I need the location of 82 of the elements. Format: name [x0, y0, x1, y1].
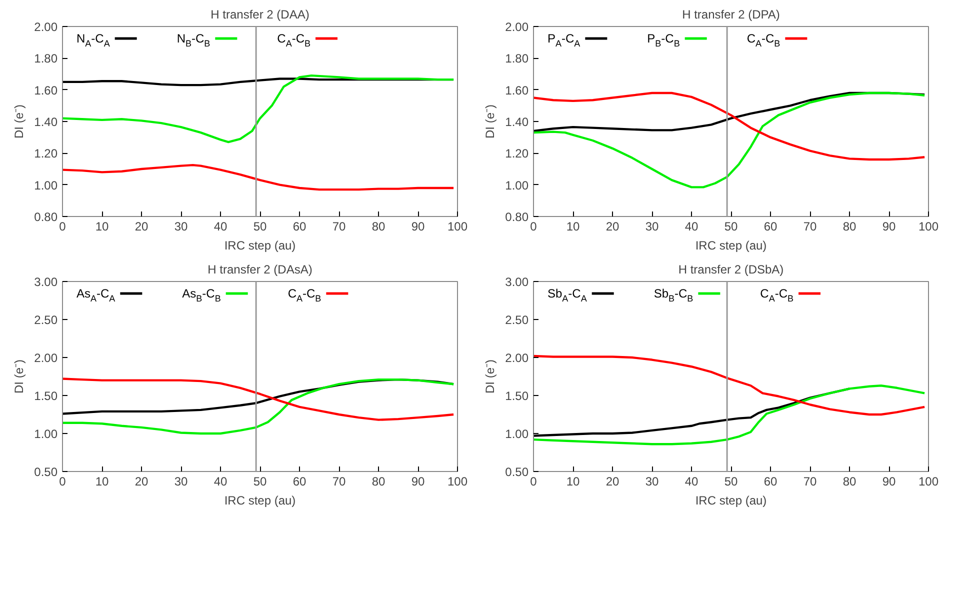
x-tick-label: 0 [59, 220, 66, 234]
chart-title: H transfer 2 (DPA) [682, 8, 780, 22]
y-tick-label: 1.20 [505, 146, 529, 161]
y-tick-label: 2.00 [505, 20, 529, 34]
x-tick-label: 10 [566, 220, 580, 234]
x-tick-label: 20 [134, 220, 148, 234]
x-tick-label: 20 [606, 474, 620, 488]
x-tick-label: 100 [447, 474, 468, 488]
y-axis-title: DI (e⁻) [12, 104, 26, 138]
x-tick-label: 80 [372, 220, 386, 234]
x-tick-label: 50 [253, 474, 267, 488]
x-axis-title: IRC step (au) [695, 238, 767, 252]
chart-title: H transfer 2 (DAsA) [208, 262, 312, 276]
y-axis-title: DI (e⁻) [483, 104, 498, 138]
y-tick-label: 1.00 [505, 427, 529, 441]
x-tick-label: 90 [882, 474, 896, 488]
y-axis-title: DI (e⁻) [483, 359, 498, 394]
y-tick-label: 1.80 [34, 52, 58, 66]
x-tick-label: 60 [764, 474, 778, 488]
y-tick-label: 0.80 [34, 210, 58, 224]
x-axis-title: IRC step (au) [695, 494, 767, 508]
x-tick-label: 90 [411, 220, 425, 234]
x-tick-label: 70 [803, 220, 817, 234]
x-tick-label: 10 [566, 474, 580, 488]
x-tick-label: 30 [645, 220, 659, 234]
y-tick-label: 1.50 [505, 389, 529, 403]
x-tick-label: 70 [332, 220, 346, 234]
y-tick-label: 1.40 [505, 115, 529, 129]
x-tick-label: 80 [842, 474, 856, 488]
x-tick-label: 80 [372, 474, 386, 488]
x-tick-label: 40 [214, 474, 228, 488]
y-tick-label: 0.50 [34, 465, 58, 479]
x-tick-label: 70 [803, 474, 817, 488]
x-tick-label: 50 [253, 220, 267, 234]
x-tick-label: 30 [174, 220, 188, 234]
x-tick-label: 60 [292, 474, 306, 488]
x-tick-label: 70 [332, 474, 346, 488]
x-tick-label: 80 [842, 220, 856, 234]
y-tick-label: 2.00 [34, 351, 58, 365]
chart-title: H transfer 2 (DAA) [210, 8, 310, 22]
y-tick-label: 0.80 [505, 210, 529, 224]
x-tick-label: 0 [59, 474, 66, 488]
x-tick-label: 50 [724, 474, 738, 488]
y-tick-label: 1.20 [34, 146, 58, 161]
x-tick-label: 40 [684, 474, 698, 488]
y-tick-label: 3.00 [505, 275, 529, 289]
y-tick-label: 1.50 [34, 389, 58, 403]
x-tick-label: 90 [882, 220, 896, 234]
x-tick-label: 100 [447, 220, 468, 234]
y-tick-label: 1.60 [34, 83, 58, 98]
x-tick-label: 60 [292, 220, 306, 234]
x-tick-label: 60 [764, 220, 778, 234]
y-tick-label: 1.40 [34, 115, 58, 129]
x-tick-label: 10 [95, 220, 109, 234]
y-tick-label: 1.80 [505, 52, 529, 66]
y-tick-label: 1.00 [505, 178, 529, 192]
x-axis-title: IRC step (au) [224, 494, 296, 508]
y-tick-label: 2.00 [34, 20, 58, 34]
x-axis-title: IRC step (au) [224, 238, 296, 252]
y-axis-title: DI (e⁻) [12, 359, 26, 394]
x-tick-label: 30 [174, 474, 188, 488]
x-tick-label: 20 [606, 220, 620, 234]
x-tick-label: 50 [724, 220, 738, 234]
x-tick-label: 20 [134, 474, 148, 488]
x-tick-label: 90 [411, 474, 425, 488]
y-tick-label: 2.50 [34, 313, 58, 327]
x-tick-label: 10 [95, 474, 109, 488]
y-tick-label: 0.50 [505, 465, 529, 479]
y-tick-label: 1.60 [505, 83, 529, 98]
x-tick-label: 40 [214, 220, 228, 234]
y-tick-label: 2.00 [505, 351, 529, 365]
x-tick-label: 0 [530, 220, 538, 234]
x-tick-label: 100 [918, 474, 939, 488]
x-tick-label: 0 [530, 474, 538, 488]
x-tick-label: 100 [918, 220, 939, 234]
x-tick-label: 30 [645, 474, 659, 488]
y-tick-label: 1.00 [34, 178, 58, 192]
y-tick-label: 1.00 [34, 427, 58, 441]
y-tick-label: 3.00 [34, 275, 58, 289]
y-tick-label: 2.50 [505, 313, 529, 327]
x-tick-label: 40 [684, 220, 698, 234]
chart-title: H transfer 2 (DSbA) [678, 262, 784, 276]
